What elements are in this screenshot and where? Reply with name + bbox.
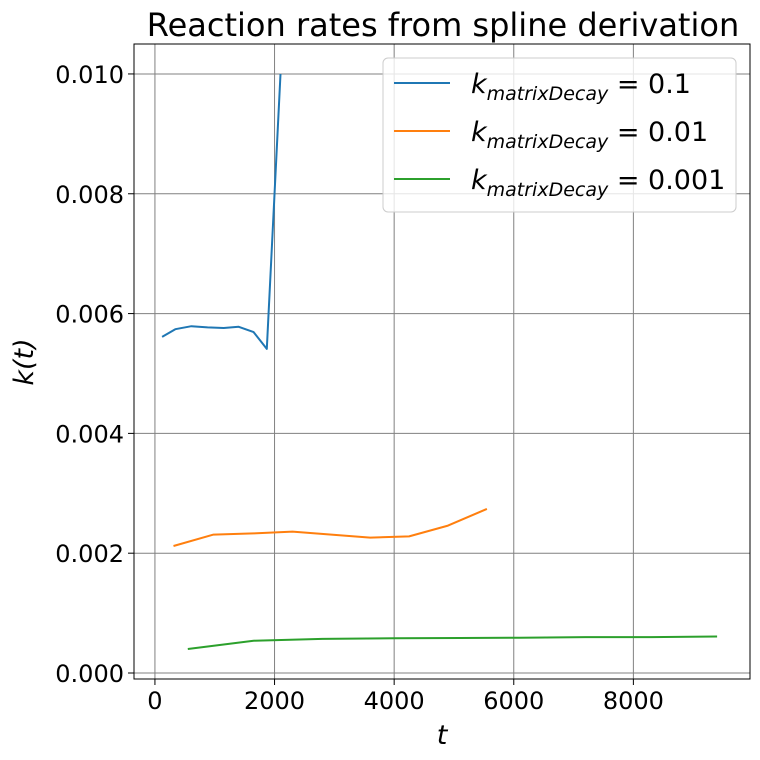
legend-entry-1: kmatrixDecay = 0.01 <box>471 117 708 153</box>
series-line-2 <box>187 635 718 650</box>
series-line-0 <box>161 73 282 350</box>
legend-entry-0: kmatrixDecay = 0.1 <box>471 69 691 105</box>
y-tick-label: 0.010 <box>55 61 124 89</box>
y-tick-label: 0.006 <box>55 301 124 329</box>
x-axis-label: t <box>437 720 449 751</box>
series-layer <box>161 73 718 650</box>
plot-frame <box>133 43 751 680</box>
y-tick-label: 0.002 <box>55 540 124 568</box>
ticks: 0 2000 4000 6000 8000 0.000 0.002 0.004 0.006 0.0… <box>55 61 664 715</box>
series-line-1 <box>173 507 488 547</box>
x-tick-label: 0 <box>147 687 162 715</box>
chart-title: Reaction rates from spline derivation <box>147 6 739 44</box>
x-tick-label: 8000 <box>603 687 664 715</box>
legend-box <box>382 57 737 213</box>
y-tick-label: 0.008 <box>55 181 124 209</box>
x-tick-label: 6000 <box>483 687 544 715</box>
x-tick-label: 4000 <box>364 687 425 715</box>
x-tick-label: 2000 <box>244 687 305 715</box>
y-tick-label: 0.004 <box>55 420 124 448</box>
y-tick-label: 0.000 <box>55 660 124 688</box>
y-axis-label: k(t) <box>9 338 40 385</box>
legend-entry-2: kmatrixDecay = 0.001 <box>471 165 725 201</box>
legend: kmatrixDecay = 0.1 kmatrixDecay = 0.01 kma… <box>382 57 737 213</box>
